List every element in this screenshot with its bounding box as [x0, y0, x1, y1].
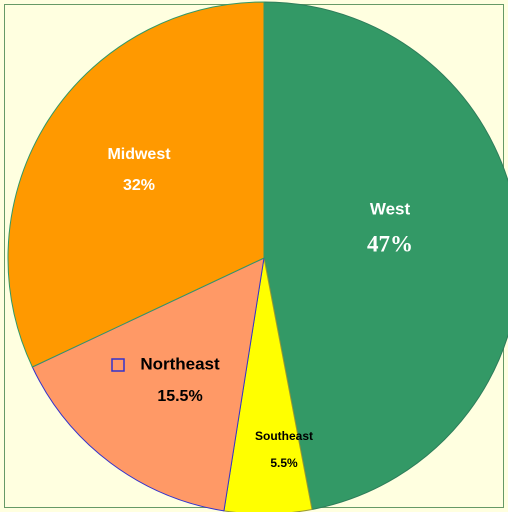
pie: [7, 1, 508, 512]
slice-label: West: [370, 199, 411, 218]
value-label: 5.5%: [270, 456, 298, 470]
pie-slice: [263, 1, 508, 511]
slice-label: Northeast: [140, 354, 220, 373]
slice-label: Southeast: [255, 429, 313, 443]
slice-label: Midwest: [107, 146, 171, 163]
pie-slice: [31, 257, 265, 512]
legend-key: [111, 358, 125, 372]
value-label: 32%: [123, 177, 155, 194]
value-label: 15.5%: [157, 388, 202, 405]
pie-slice: [7, 1, 265, 368]
value-label: 47%: [367, 231, 413, 256]
